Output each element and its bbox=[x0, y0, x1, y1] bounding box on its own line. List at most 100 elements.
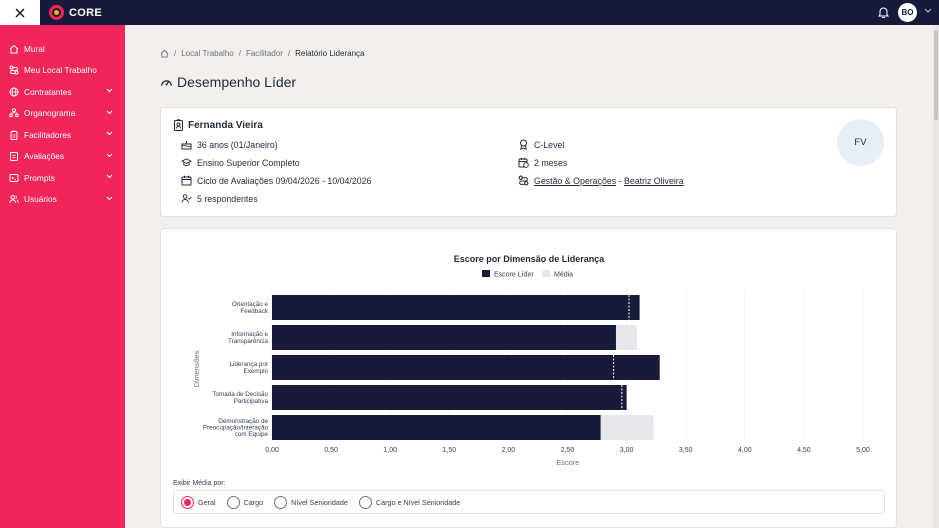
leadership-bar-chart: Escore por Dimensão de Liderança Escore L… bbox=[192, 254, 870, 467]
sidebar-item-mural[interactable]: Mural bbox=[0, 38, 125, 60]
chart-title: Escore por Dimensão de Liderança bbox=[454, 254, 606, 264]
chevron-down-icon[interactable] bbox=[924, 8, 932, 14]
sidebar-item-usuarios[interactable]: Usuários bbox=[0, 189, 125, 211]
bar-escore-lider bbox=[272, 295, 640, 320]
home-icon[interactable] bbox=[160, 49, 169, 58]
manager-link[interactable]: Beatriz Oliveira bbox=[623, 175, 684, 186]
close-button[interactable] bbox=[0, 0, 40, 25]
x-tick-label: 1,50 bbox=[442, 447, 456, 454]
sidebar-item-label: Mural bbox=[24, 43, 45, 54]
chevron-down-icon bbox=[106, 88, 113, 93]
brand[interactable]: CORE bbox=[49, 5, 102, 20]
award-icon bbox=[518, 139, 529, 150]
leader-level: C-Level bbox=[518, 139, 564, 150]
chevron-down-icon bbox=[106, 196, 113, 200]
breadcrumb: / Local Trabalho / Facilitador / Relatór… bbox=[160, 49, 364, 58]
leader-tenure-text: 2 meses bbox=[534, 157, 568, 168]
sidebar-item-contratantes[interactable]: Contratantes bbox=[0, 81, 125, 103]
leader-age-text: 36 anos (01/Janeiro) bbox=[197, 139, 278, 150]
filter-title: Exibir Média por: bbox=[173, 480, 226, 487]
leader-cycle-text: Ciclo de Avaliações 09/04/2026 - 10/04/2… bbox=[197, 175, 372, 186]
leader-avatar: FV bbox=[837, 119, 884, 166]
y-tick-label: Liderança por Exemplo bbox=[229, 361, 268, 375]
bar-escore-lider bbox=[272, 385, 627, 410]
bar-escore-lider bbox=[272, 355, 660, 380]
radio-button-checked[interactable] bbox=[181, 495, 194, 509]
y-tick-label: Orientação e Feedback bbox=[232, 301, 269, 315]
y-tick-label: Tomada de Decisão Participativa bbox=[212, 391, 268, 405]
legend-swatch bbox=[482, 270, 490, 277]
radio-nivel-senioridade[interactable]: Nível Senioridade bbox=[274, 495, 348, 509]
brand-name: CORE bbox=[69, 6, 102, 19]
leader-name: Fernanda Vieira bbox=[173, 119, 263, 131]
globe-icon bbox=[9, 86, 20, 97]
radio-cargo[interactable]: Cargo bbox=[226, 495, 263, 509]
calendar-clock-icon bbox=[518, 157, 529, 168]
leader-tenure: 2 meses bbox=[518, 157, 567, 168]
leader-cycle: Ciclo de Avaliações 09/04/2026 - 10/04/2… bbox=[181, 175, 371, 186]
bar-escore-lider bbox=[272, 415, 601, 440]
scrollbar[interactable] bbox=[933, 25, 939, 528]
user-avatar[interactable]: BO bbox=[898, 3, 917, 22]
x-axis-label: Escore bbox=[557, 458, 580, 467]
sidebar-item-label: Usuários bbox=[24, 194, 57, 205]
y-tick-label: Informação e Transparência bbox=[228, 331, 269, 345]
scrollbar-thumb[interactable] bbox=[934, 30, 938, 120]
leader-age: 36 anos (01/Janeiro) bbox=[181, 139, 278, 150]
badge-icon bbox=[9, 129, 20, 140]
chevron-down-icon bbox=[106, 153, 113, 157]
leader-respondents: 5 respondentes bbox=[181, 193, 258, 204]
average-filter: Geral Cargo Nível Senioridade Cargo e Ní… bbox=[173, 490, 885, 514]
area-link[interactable]: Gestão & Operações bbox=[534, 175, 617, 186]
sidebar-item-facilitadores[interactable]: Facilitadores bbox=[0, 124, 125, 146]
bell-icon[interactable] bbox=[878, 6, 889, 18]
calendar-icon bbox=[181, 175, 192, 186]
legend-label: Média bbox=[554, 272, 573, 279]
y-tick-label: Demonstração de Preocupação/Interação com … bbox=[203, 418, 269, 438]
radio-button[interactable] bbox=[274, 495, 288, 509]
x-tick-label: 5,00 bbox=[856, 447, 870, 454]
breadcrumb-local-trabalho[interactable]: Local Trabalho bbox=[181, 49, 234, 58]
sidebar-item-avaliacoes[interactable]: Avaliações bbox=[0, 146, 125, 168]
chart-card: Escore por Dimensão de Liderança Escore L… bbox=[160, 228, 897, 528]
terminal-icon bbox=[9, 172, 20, 183]
cake-icon bbox=[181, 139, 192, 150]
page-title: Desempenho Líder bbox=[160, 74, 296, 90]
users-icon bbox=[9, 194, 20, 205]
close-icon bbox=[15, 7, 25, 18]
chevron-down-icon bbox=[106, 110, 113, 114]
x-tick-label: 3,50 bbox=[679, 447, 693, 454]
leader-card: Fernanda Vieira 36 anos (01/Janeiro) Ens… bbox=[160, 107, 897, 217]
sidebar-item-organograma[interactable]: Organograma bbox=[0, 103, 125, 125]
sidebar-item-prompts[interactable]: Prompts bbox=[0, 167, 125, 189]
sidebar-item-label: Contratantes bbox=[24, 86, 72, 97]
area-separator: - bbox=[616, 175, 624, 186]
main-content: / Local Trabalho / Facilitador / Relatór… bbox=[125, 25, 939, 528]
leader-respondents-text: 5 respondentes bbox=[197, 193, 258, 204]
breadcrumb-facilitador[interactable]: Facilitador bbox=[245, 49, 283, 58]
radio-button[interactable] bbox=[358, 495, 372, 509]
y-axis-label: Dimensões bbox=[192, 350, 201, 387]
x-tick-label: 2,00 bbox=[502, 447, 516, 454]
leader-level-text: C-Level bbox=[534, 139, 565, 150]
sidebar-item-label: Facilitadores bbox=[24, 129, 72, 140]
page-title-text: Desempenho Líder bbox=[177, 74, 297, 90]
org-icon bbox=[9, 108, 20, 119]
clipboard-icon bbox=[9, 151, 20, 162]
bar-escore-lider bbox=[272, 325, 616, 350]
x-tick-label: 3,00 bbox=[620, 447, 634, 454]
route-icon bbox=[9, 65, 20, 76]
x-tick-label: 4,00 bbox=[738, 447, 752, 454]
radio-button[interactable] bbox=[226, 495, 240, 509]
route-icon bbox=[518, 175, 529, 186]
sidebar-item-meu-local-trabalho[interactable]: Meu Local Trabalho bbox=[0, 60, 125, 82]
radio-cargo-nivel-senioridade[interactable]: Cargo e Nível Senioridade bbox=[358, 495, 460, 509]
sidebar: Mural Meu Local Trabalho Contratantes Or… bbox=[0, 25, 125, 528]
x-tick-label: 4,50 bbox=[797, 447, 811, 454]
id-badge-icon bbox=[174, 119, 183, 131]
leader-education: Ensino Superior Completo bbox=[181, 157, 300, 168]
brand-logo-icon bbox=[49, 5, 64, 20]
leader-area: Gestão & Operações - Beatriz Oliveira bbox=[518, 175, 684, 186]
radio-geral[interactable]: Geral bbox=[181, 495, 216, 509]
graduation-cap-icon bbox=[181, 157, 192, 168]
